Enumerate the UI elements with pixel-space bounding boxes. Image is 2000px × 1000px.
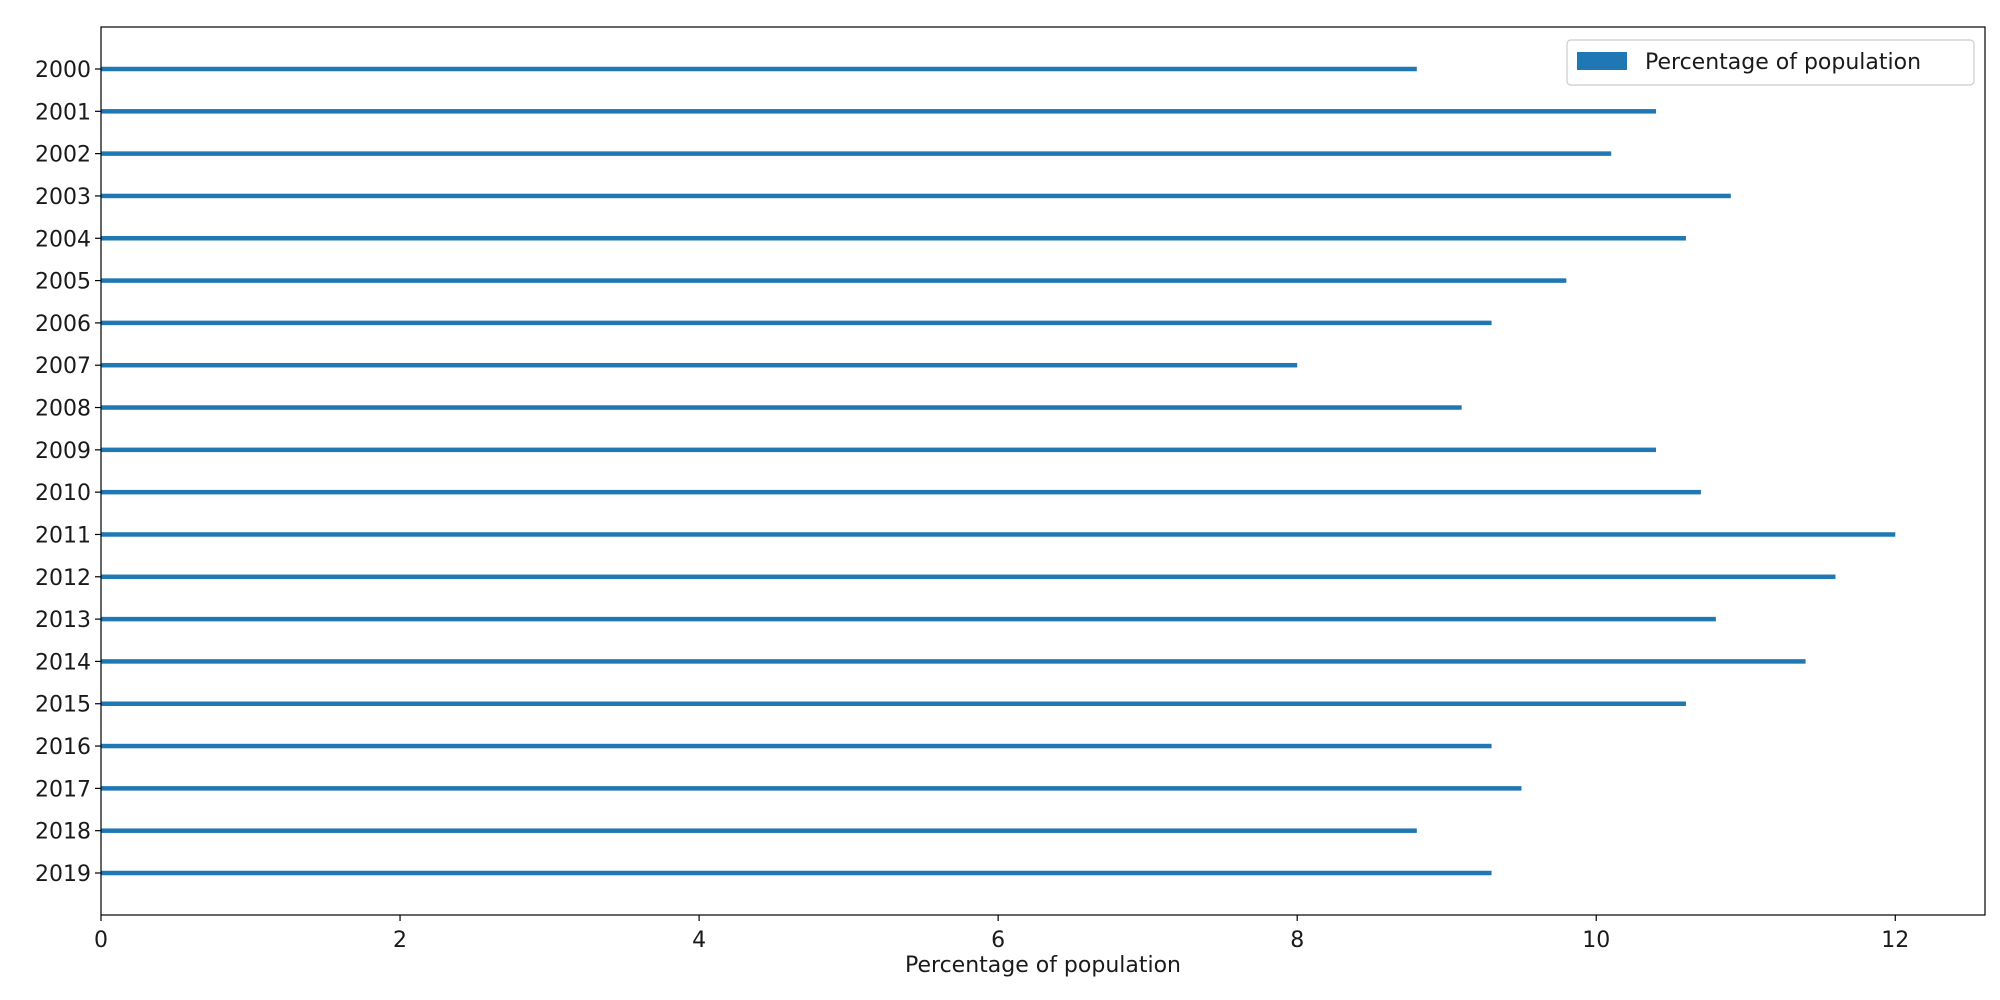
- bar-2006: [101, 320, 1492, 326]
- x-tick-label: 8: [1290, 928, 1304, 953]
- y-tick-label: 2017: [35, 777, 91, 802]
- bar-2003: [101, 193, 1731, 199]
- y-tick-label: 2014: [35, 650, 91, 675]
- bar-2009: [101, 447, 1657, 453]
- bar-2019: [101, 870, 1492, 876]
- bar-2005: [101, 278, 1567, 283]
- bar-2007: [101, 362, 1298, 368]
- x-tick-label: 10: [1582, 928, 1610, 953]
- bar-2015: [101, 701, 1686, 706]
- y-tick-label: 2018: [35, 820, 91, 845]
- y-tick-label: 2008: [35, 397, 91, 422]
- x-tick-label: 2: [393, 928, 407, 953]
- y-tick-label: 2015: [35, 693, 91, 718]
- y-tick-label: 2000: [35, 58, 91, 83]
- bar-2001: [101, 109, 1657, 114]
- y-tick-label: 2006: [35, 312, 91, 337]
- y-tick-label: 2012: [35, 566, 91, 591]
- bar-2012: [101, 574, 1836, 580]
- y-tick-label: 2007: [35, 354, 91, 379]
- y-tick-label: 2003: [35, 185, 91, 210]
- y-tick-label: 2016: [35, 735, 91, 760]
- x-tick-label: 0: [94, 928, 108, 953]
- y-axis-ticks: 2000 2001 2002 2003 2004 2005 2006 2007 2008 2009…: [35, 58, 101, 887]
- bar-2008: [101, 405, 1462, 410]
- y-tick-label: 2013: [35, 608, 91, 633]
- bar-2004: [101, 236, 1686, 241]
- y-tick-label: 2010: [35, 481, 91, 506]
- plot-frame: [100, 26, 1986, 916]
- bar-2016: [101, 743, 1492, 749]
- bar-2011: [101, 532, 1896, 537]
- legend-box: [1566, 39, 1975, 86]
- x-tick-label: 12: [1881, 928, 1909, 953]
- bar-2014: [101, 659, 1806, 664]
- y-tick-label: 2002: [35, 143, 91, 168]
- y-tick-label: 2019: [35, 862, 91, 887]
- legend: Percentage of population: [1566, 39, 1975, 86]
- bar-2017: [101, 786, 1522, 791]
- y-tick-label: 2009: [35, 439, 91, 464]
- bar-2013: [101, 616, 1716, 622]
- bar-2002: [101, 151, 1612, 156]
- x-axis-label: Percentage of population: [905, 953, 1181, 978]
- y-tick-label: 2011: [35, 523, 91, 548]
- y-tick-label: 2004: [35, 227, 91, 252]
- x-tick-label: 4: [692, 928, 706, 953]
- y-tick-label: 2005: [35, 270, 91, 295]
- bar-2000: [101, 66, 1417, 72]
- y-tick-label: 2001: [35, 100, 91, 125]
- x-tick-label: 6: [991, 928, 1005, 953]
- legend-label: Percentage of population: [1645, 50, 1921, 75]
- x-axis-ticks: 0 2 4 6 8 10 12: [94, 915, 1909, 953]
- legend-swatch: [1577, 52, 1627, 70]
- bar-2018: [101, 828, 1417, 833]
- bar-2010: [101, 489, 1701, 495]
- bars-group: [101, 66, 1896, 876]
